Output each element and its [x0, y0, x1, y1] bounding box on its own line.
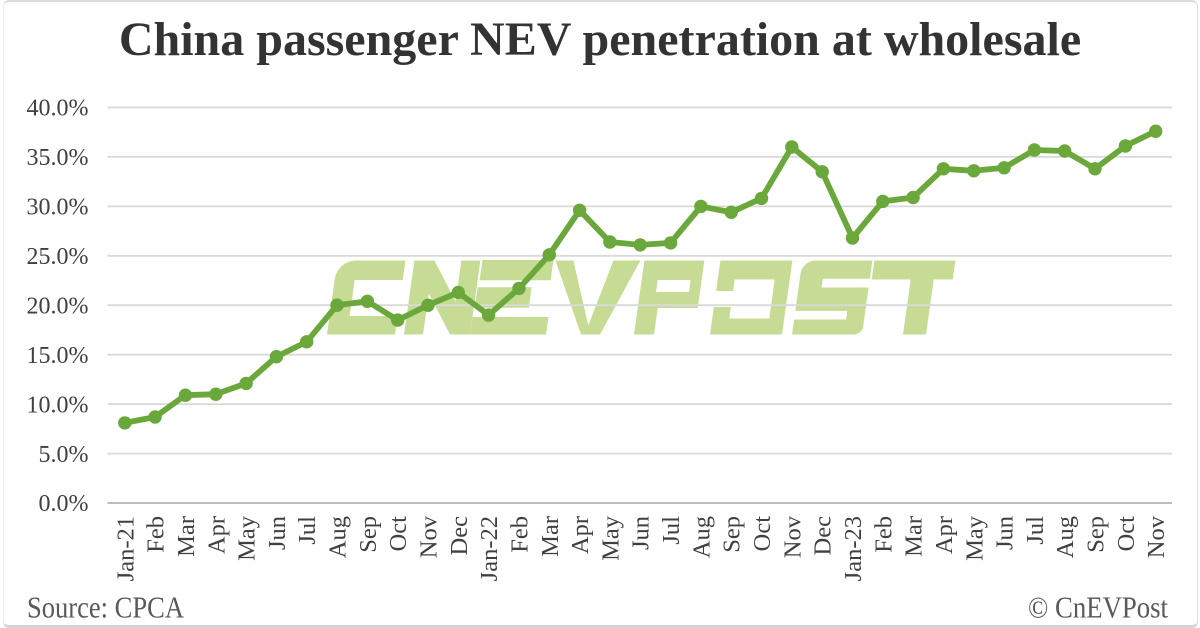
svg-text:5.0%: 5.0% [39, 442, 89, 468]
svg-text:Oct: Oct [385, 516, 412, 552]
svg-text:Nov: Nov [1143, 515, 1170, 558]
svg-text:May: May [597, 515, 624, 561]
svg-text:30.0%: 30.0% [27, 195, 89, 221]
svg-text:Aug: Aug [325, 516, 352, 558]
svg-text:Nov: Nov [416, 515, 443, 558]
svg-text:Mar: Mar [901, 516, 928, 557]
svg-text:25.0%: 25.0% [27, 244, 89, 270]
svg-text:35.0%: 35.0% [27, 145, 89, 171]
svg-text:Sep: Sep [1083, 516, 1110, 553]
svg-text:15.0%: 15.0% [27, 343, 89, 369]
svg-text:Jul: Jul [294, 516, 321, 545]
svg-text:40.0%: 40.0% [27, 96, 89, 122]
svg-text:Apr: Apr [567, 516, 594, 554]
svg-text:Feb: Feb [143, 516, 170, 553]
svg-text:Jan-23: Jan-23 [840, 516, 867, 581]
svg-text:May: May [961, 515, 988, 561]
svg-text:Jun: Jun [264, 516, 291, 550]
svg-text:Oct: Oct [1113, 516, 1140, 552]
svg-text:20.0%: 20.0% [27, 293, 89, 319]
svg-text:Feb: Feb [870, 516, 897, 553]
svg-text:Nov: Nov [779, 515, 806, 558]
svg-text:Jan-21: Jan-21 [112, 516, 139, 581]
svg-text:May: May [234, 515, 261, 561]
svg-text:Mar: Mar [537, 516, 564, 557]
svg-text:0.0%: 0.0% [39, 491, 89, 517]
svg-text:Jun: Jun [628, 516, 655, 550]
svg-text:Jul: Jul [658, 516, 685, 545]
svg-text:Jun: Jun [992, 516, 1019, 550]
svg-text:Mar: Mar [173, 516, 200, 557]
svg-text:Jan-22: Jan-22 [476, 516, 503, 581]
svg-text:Aug: Aug [688, 516, 715, 558]
svg-text:Oct: Oct [749, 516, 776, 552]
svg-text:Aug: Aug [1052, 516, 1079, 558]
svg-text:Sep: Sep [719, 516, 746, 553]
svg-text:10.0%: 10.0% [27, 392, 89, 418]
svg-text:Apr: Apr [203, 516, 230, 554]
svg-text:Jul: Jul [1022, 516, 1049, 545]
svg-text:© CnEVPost: © CnEVPost [1028, 591, 1168, 625]
svg-text:Dec: Dec [810, 516, 837, 556]
svg-text:Sep: Sep [355, 516, 382, 553]
svg-text:Source: CPCA: Source: CPCA [27, 591, 184, 625]
svg-text:Feb: Feb [507, 516, 534, 553]
svg-text:Dec: Dec [446, 516, 473, 556]
svg-text:Apr: Apr [931, 516, 958, 554]
svg-text:China passenger NEV penetratio: China passenger NEV penetration at whole… [119, 13, 1081, 66]
